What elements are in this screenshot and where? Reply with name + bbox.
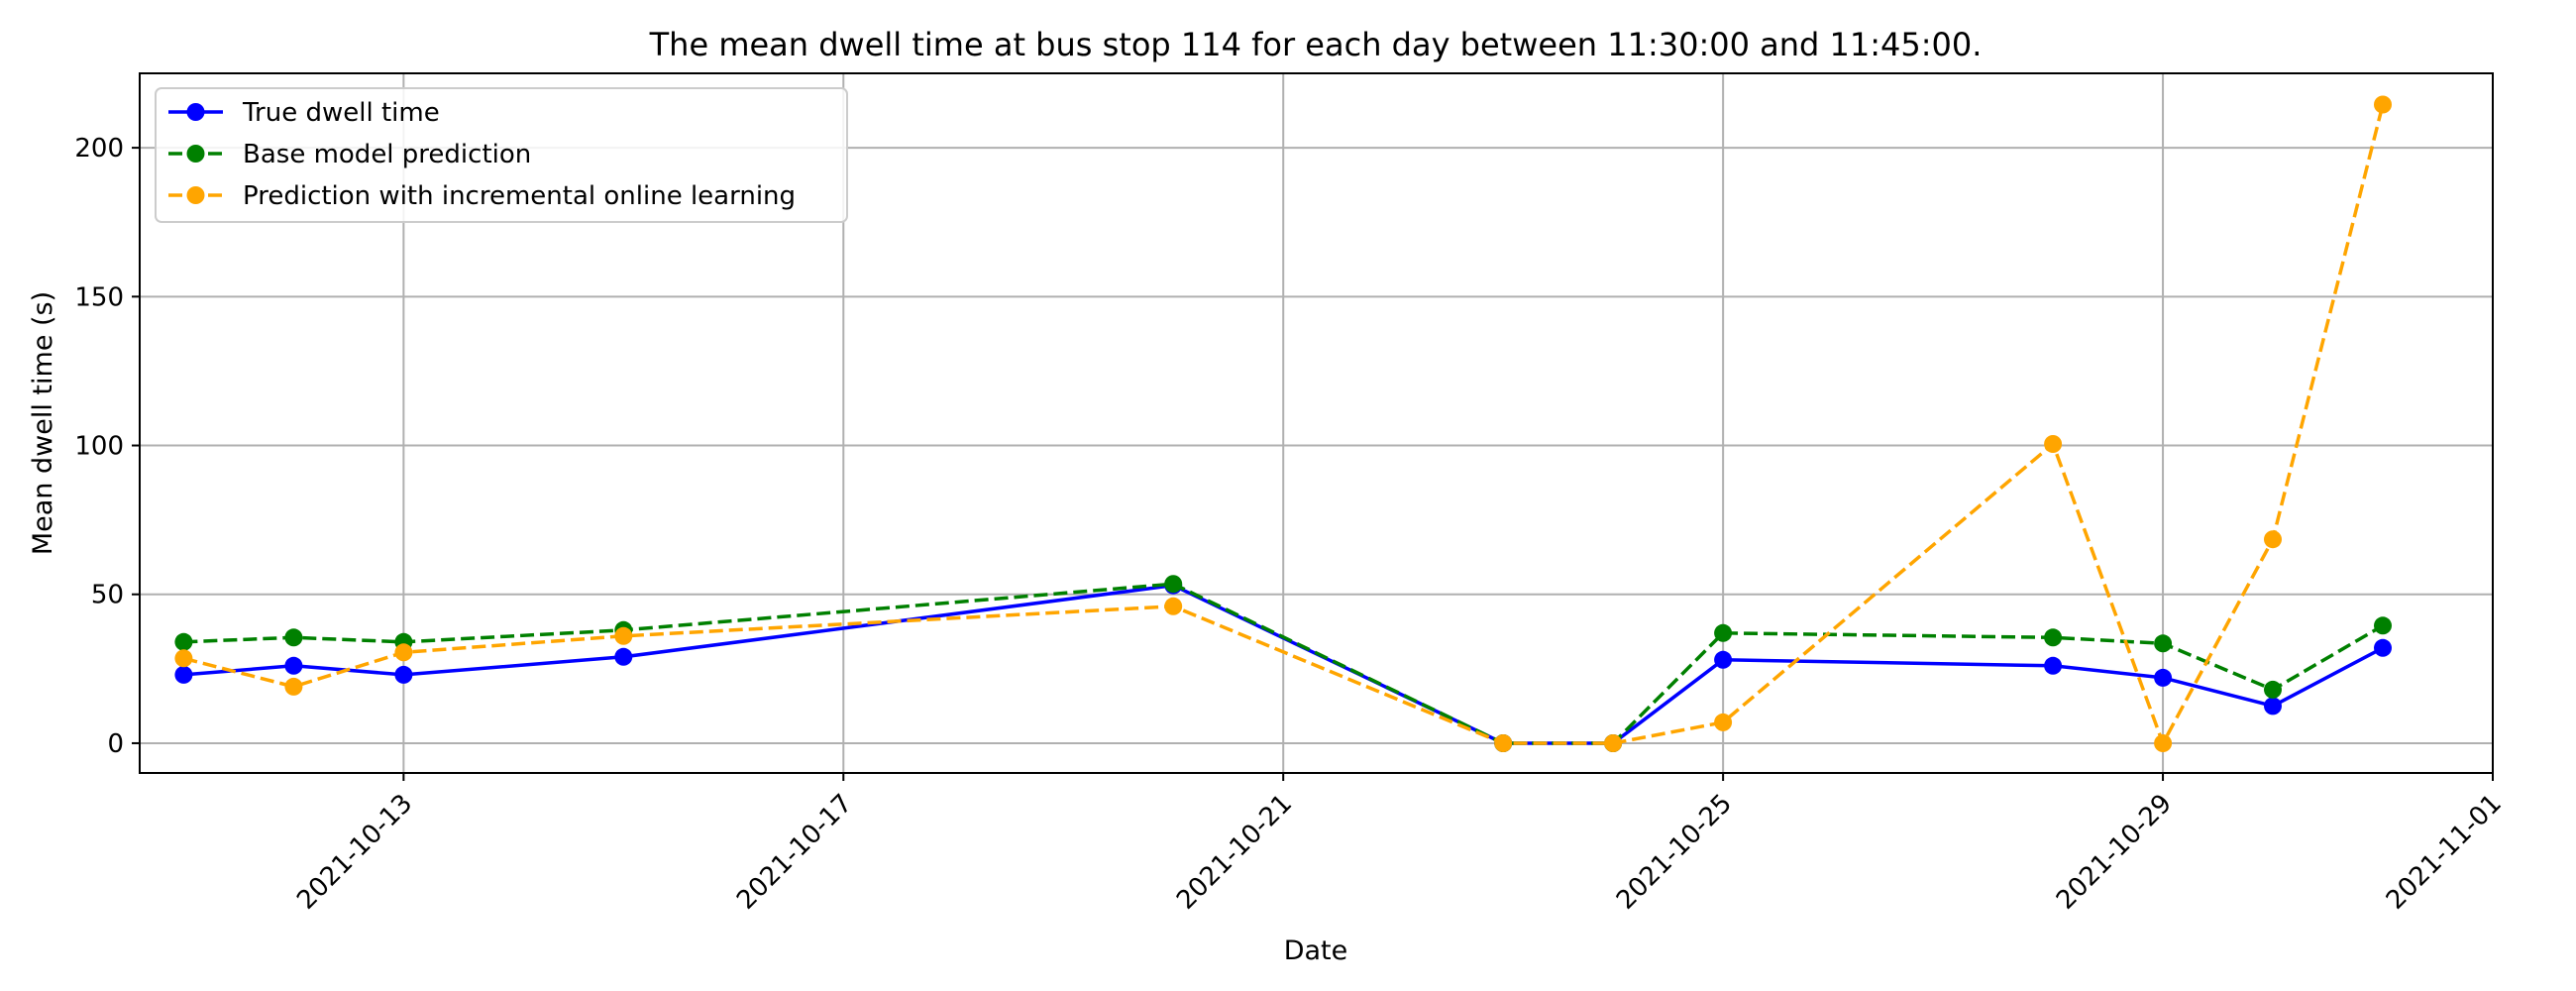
data-point bbox=[2154, 668, 2173, 687]
data-point bbox=[2264, 680, 2282, 699]
series-layer bbox=[174, 95, 2392, 752]
y-tick-label: 0 bbox=[107, 729, 124, 759]
data-point bbox=[394, 643, 413, 662]
data-point bbox=[2374, 95, 2392, 114]
x-tick-label: 2021-11-01 bbox=[2381, 789, 2508, 916]
y-axis-label: Mean dwell time (s) bbox=[28, 291, 58, 555]
y-tick-label: 100 bbox=[74, 432, 124, 462]
data-point bbox=[1494, 734, 1513, 752]
data-point bbox=[284, 628, 303, 647]
y-tick-label: 200 bbox=[74, 134, 124, 164]
x-axis-label: Date bbox=[1284, 936, 1348, 966]
data-point bbox=[2154, 634, 2173, 653]
data-point bbox=[284, 656, 303, 675]
data-point bbox=[174, 649, 193, 668]
data-point bbox=[2264, 697, 2282, 716]
x-tick-label: 2021-10-17 bbox=[731, 789, 858, 916]
legend-label: Base model prediction bbox=[243, 140, 531, 169]
legend-marker bbox=[186, 103, 205, 121]
data-point bbox=[2264, 530, 2282, 549]
legend-label: Prediction with incremental online learn… bbox=[243, 181, 796, 211]
data-point bbox=[394, 665, 413, 684]
series-line bbox=[182, 104, 2385, 745]
x-tick-label: 2021-10-25 bbox=[1611, 789, 1738, 916]
x-tick-label: 2021-10-29 bbox=[2051, 789, 2178, 916]
data-point bbox=[614, 626, 633, 645]
data-point bbox=[1164, 575, 1183, 594]
data-point bbox=[2374, 616, 2392, 635]
y-tick-label: 50 bbox=[91, 581, 124, 610]
legend-marker bbox=[186, 145, 205, 163]
data-point bbox=[1714, 623, 1733, 642]
axes: 0 50 100 150 200 2021-10-13 2021-10-17 2021-10-… bbox=[74, 134, 2508, 916]
data-point bbox=[1714, 713, 1733, 731]
x-tick-label: 2021-10-13 bbox=[291, 789, 418, 916]
x-tick-label: 2021-10-21 bbox=[1171, 789, 1298, 916]
data-point bbox=[174, 632, 193, 651]
series-3 bbox=[174, 95, 2392, 752]
data-point bbox=[174, 665, 193, 684]
data-point bbox=[614, 647, 633, 666]
legend-marker bbox=[186, 186, 205, 204]
data-point bbox=[284, 677, 303, 696]
y-tick-label: 150 bbox=[74, 282, 124, 312]
data-point bbox=[2154, 734, 2173, 752]
data-point bbox=[1714, 650, 1733, 669]
data-point bbox=[2044, 628, 2063, 647]
data-point bbox=[1164, 597, 1183, 615]
legend-box bbox=[155, 87, 848, 223]
data-point bbox=[2374, 638, 2392, 657]
data-point bbox=[2044, 656, 2063, 675]
data-point bbox=[1604, 734, 1623, 752]
legend: True dwell time Base model prediction Pred… bbox=[155, 87, 848, 223]
plot-frame bbox=[139, 72, 2494, 774]
chart-title: The mean dwell time at bus stop 114 for … bbox=[649, 26, 1983, 63]
legend-label: True dwell time bbox=[242, 98, 440, 128]
data-point bbox=[2044, 435, 2063, 453]
